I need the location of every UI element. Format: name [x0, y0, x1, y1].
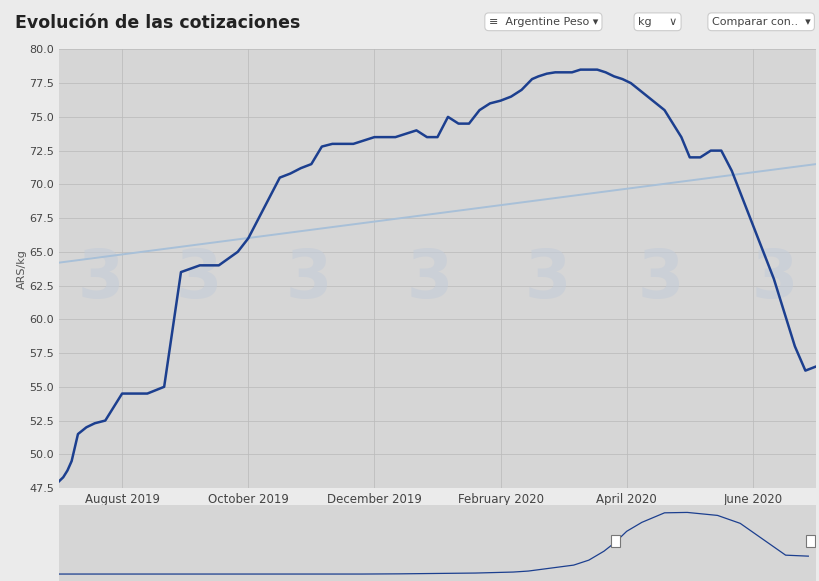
Y-axis label: ARS/kg: ARS/kg — [16, 249, 26, 289]
Text: kg     ∨: kg ∨ — [637, 17, 676, 27]
Text: 3: 3 — [750, 246, 796, 312]
Bar — [610, 535, 619, 547]
Text: Evolución de las cotizaciones: Evolución de las cotizaciones — [15, 14, 300, 31]
Text: 3: 3 — [637, 246, 683, 312]
Text: Comparar con..  ▾: Comparar con.. ▾ — [711, 17, 809, 27]
Text: 3: 3 — [78, 246, 124, 312]
Text: 3: 3 — [285, 246, 332, 312]
Bar — [805, 535, 814, 547]
Text: 3: 3 — [176, 246, 222, 312]
Text: 3: 3 — [523, 246, 570, 312]
Text: ≡  Argentine Peso ▾: ≡ Argentine Peso ▾ — [488, 17, 597, 27]
Text: 3: 3 — [406, 246, 452, 312]
Legend: Argentina - Vivo: Argentina - Vivo — [365, 531, 509, 554]
